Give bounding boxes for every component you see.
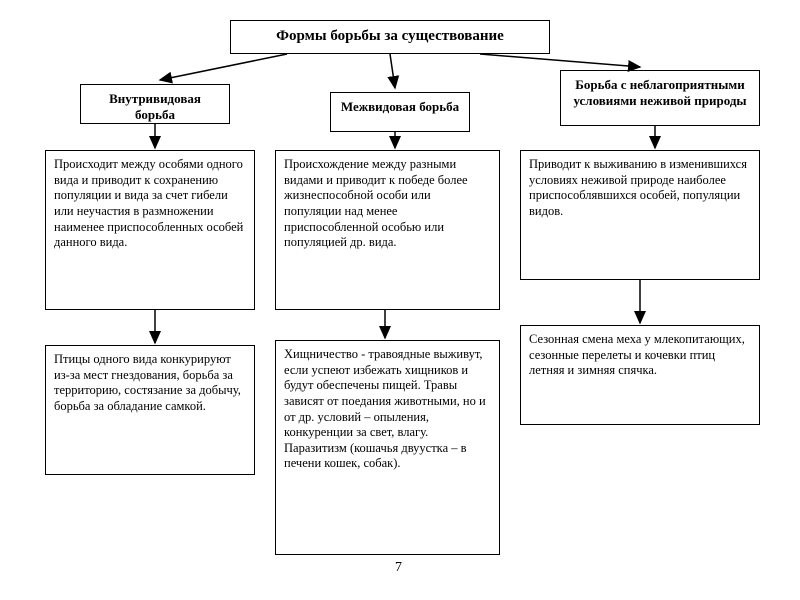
page-number-text: 7 [395,560,402,575]
col3-title: Борьба с неблагоприятными условиями нежи… [573,77,746,108]
col3-title-box: Борьба с неблагоприятными условиями нежи… [560,70,760,126]
col2-desc-box: Происхождение между разными видами и при… [275,150,500,310]
col2-example: Хищничество - травоядные выживут, если у… [284,347,486,470]
connector-arrow [390,54,395,88]
col1-title: Внутривидовая борьба [109,91,201,122]
col2-desc: Происхождение между разными видами и при… [284,157,468,249]
col2-title-box: Межвидовая борьба [330,92,470,132]
col3-example-box: Сезонная смена меха у млекопитающих, сез… [520,325,760,425]
title-text: Формы борьбы за существование [276,28,504,44]
page-number: 7 [395,560,402,576]
col3-desc-box: Приводит к выживанию в изменившихся усло… [520,150,760,280]
col2-title: Межвидовая борьба [341,99,459,114]
col1-example: Птицы одного вида конкурируют из-за мест… [54,352,241,413]
connector-arrow [160,54,287,80]
col1-example-box: Птицы одного вида конкурируют из-за мест… [45,345,255,475]
col1-desc-box: Происходит между особями одного вида и п… [45,150,255,310]
col3-example: Сезонная смена меха у млекопитающих, сез… [529,332,745,377]
title-box: Формы борьбы за существование [230,20,550,54]
col1-desc: Происходит между особями одного вида и п… [54,157,243,249]
col1-title-box: Внутривидовая борьба [80,84,230,124]
connector-arrow [480,54,640,67]
col3-desc: Приводит к выживанию в изменившихся усло… [529,157,747,218]
col2-example-box: Хищничество - травоядные выживут, если у… [275,340,500,555]
